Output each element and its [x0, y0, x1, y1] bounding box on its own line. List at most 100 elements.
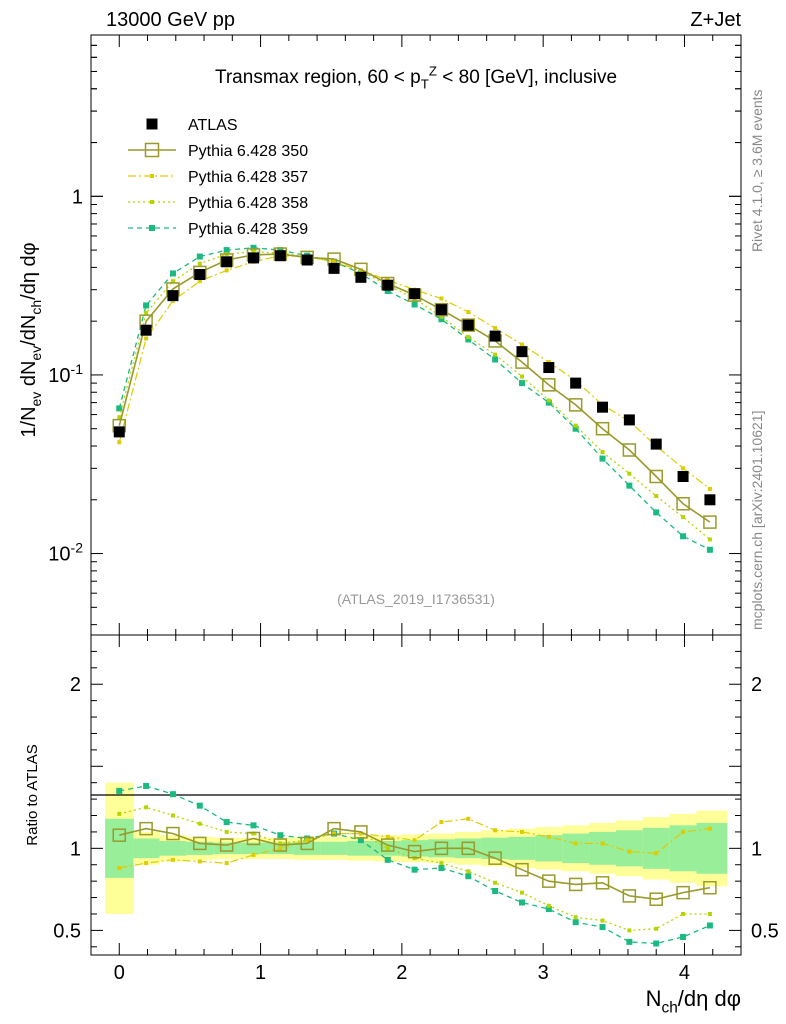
ratio-series-layer [112, 782, 717, 947]
ratio-pythia-6-428-357-point [385, 834, 390, 839]
ratio-pythia-6-428-357-point [144, 861, 149, 866]
ratio-y-tick-label-left: 0.5 [53, 920, 81, 942]
ratio-pythia-6-428-350-point [595, 876, 610, 890]
ratio-pythia-6-428-357-point [681, 829, 686, 834]
ratio-pythia-6-428-359-point [465, 873, 472, 880]
ratio-pythia-6-428-357-point [117, 866, 122, 871]
main-y-tick-label: 10-1 [48, 361, 83, 387]
pythia-6-428-359-point [680, 533, 687, 540]
ratio-pythia-6-428-358-point [493, 880, 498, 885]
ratio-pythia-6-428-359-point [169, 791, 176, 798]
legend-marker [150, 200, 154, 204]
atlas-data-point [409, 288, 421, 300]
pythia-6-428-350-point [461, 318, 476, 332]
main-series-layer [112, 244, 717, 553]
ratio-pythia-6-428-350-point [112, 828, 127, 842]
main-y-tick-label: 1 [72, 186, 83, 208]
ratio-pythia-6-428-358-point [117, 811, 122, 816]
ratio-axes: 0.5 0.5 1 1 2 2 0 1 2 3 4 [53, 635, 779, 984]
ratio-pythia-6-428-359-point [384, 856, 391, 863]
ratio-pythia-6-428-357-point [412, 838, 417, 843]
ratio-band-green-bin [696, 822, 728, 874]
ratio-pythia-6-428-350-point [622, 889, 637, 903]
main-y-tick-label: 10-2 [48, 540, 83, 566]
pythia-6-428-358-point [707, 537, 712, 542]
ratio-pythia-6-428-358-point [600, 918, 605, 923]
ratio-pythia-6-428-350-point [300, 836, 314, 851]
ratio-pythia-6-428-358-point [573, 915, 578, 920]
legend: ATLAS Pythia 6.428 350 Pythia 6.428 357 Pyt… [128, 117, 308, 238]
ratio-pythia-6-428-350-point [327, 821, 341, 836]
legend-label-pythia-6-428-359: Pythia 6.428 359 [188, 221, 308, 238]
ratio-band-green-bin [508, 836, 536, 860]
main-panel: 10-2 10-1 1 Transmax region, 60 < pTZ < 80… [18, 34, 742, 636]
legend-label-atlas: ATLAS [188, 117, 238, 134]
pythia-6-428-350-point [676, 497, 690, 511]
ratio-pythia-6-428-350-point [649, 892, 663, 906]
x-tick-label: 2 [396, 962, 407, 984]
pythia-6-428-359-point [143, 302, 150, 309]
atlas-data-point [677, 471, 689, 483]
pythia-6-428-357-point [197, 279, 202, 284]
ratio-pythia-6-428-359-point [250, 822, 257, 829]
ratio-pythia-6-428-358-point [681, 911, 686, 916]
pythia-6-428-359-point [250, 244, 257, 251]
pythia-6-428-350-point [542, 378, 556, 392]
legend-marker [150, 174, 154, 178]
ratio-pythia-6-428-357-point [573, 841, 578, 846]
ratio-pythia-6-428-358-point [197, 821, 202, 826]
ratio-band-green-bin [562, 833, 590, 864]
ratio-y-tick-label-right: 2 [751, 674, 762, 696]
ratio-pythia-6-428-359-point [599, 924, 606, 931]
ratio-band-green-bin [213, 842, 241, 855]
ratio-pythia-6-428-359-point [626, 938, 633, 945]
pythia-6-428-357-point [144, 336, 149, 341]
ratio-pythia-6-428-358-point [439, 861, 444, 866]
ratio-pythia-6-428-357-point [439, 820, 444, 825]
atlas-data-point [516, 346, 528, 358]
pythia-6-428-358-point [573, 423, 578, 428]
ratio-pythia-6-428-358-point [466, 869, 471, 874]
ratio-pythia-6-428-358-point [170, 813, 175, 818]
pythia-6-428-357-point [681, 466, 686, 471]
ratio-pythia-6-428-359-point [143, 782, 150, 789]
pythia-6-428-350-point [703, 515, 717, 529]
x-tick-label: 0 [114, 962, 125, 984]
pythia-6-428-350-point [434, 302, 449, 317]
ratio-pythia-6-428-358-point [627, 928, 632, 933]
atlas-data-point [274, 250, 286, 262]
ratio-pythia-6-428-359-point [545, 906, 552, 913]
ratio-pythia-6-428-357-point [251, 852, 256, 857]
ratio-pythia-6-428-350-point [139, 821, 153, 836]
pythia-6-428-359-point [277, 247, 284, 254]
legend-marker [144, 142, 160, 158]
ratio-pythia-6-428-358-line [119, 806, 710, 932]
ratio-pythia-6-428-350-point [407, 844, 422, 859]
ratio-y-tick-label-right: 0.5 [751, 920, 779, 942]
ratio-pythia-6-428-357-point [170, 857, 175, 862]
pythia-6-428-350-point [649, 469, 663, 484]
pythia-6-428-357-point [117, 440, 122, 445]
ratio-pythia-6-428-350-point [488, 851, 502, 865]
ratio-pythia-6-428-359-point [572, 919, 579, 926]
legend-label-pythia-6-428-357: Pythia 6.428 357 [188, 169, 308, 186]
ratio-y-tick-label-left: 2 [70, 674, 81, 696]
ratio-pythia-6-428-357-point [466, 816, 471, 821]
ratio-pythia-6-428-350-point [354, 825, 368, 839]
pythia-6-428-358-point [117, 415, 122, 420]
ratio-pythia-6-428-350-point [246, 831, 261, 846]
ratio-pythia-6-428-359-point [196, 802, 203, 809]
ratio-pythia-6-428-350-point [461, 841, 476, 856]
pythia-6-428-358-point [493, 352, 498, 357]
pythia-6-428-358-point [600, 450, 605, 455]
atlas-data-point [221, 256, 233, 268]
rivet-version-label: Rivet 4.1.0, ≥ 3.6M events [749, 89, 765, 252]
ratio-pythia-6-428-350-point [676, 885, 690, 900]
atlas-data-point [489, 330, 501, 342]
collision-label: 13000 GeV pp [106, 9, 235, 31]
pythia-6-428-359-point [545, 399, 552, 406]
ratio-pythia-6-428-358-point [546, 903, 551, 908]
atlas-data-point [570, 377, 582, 389]
pythia-6-428-359-point [492, 356, 499, 363]
